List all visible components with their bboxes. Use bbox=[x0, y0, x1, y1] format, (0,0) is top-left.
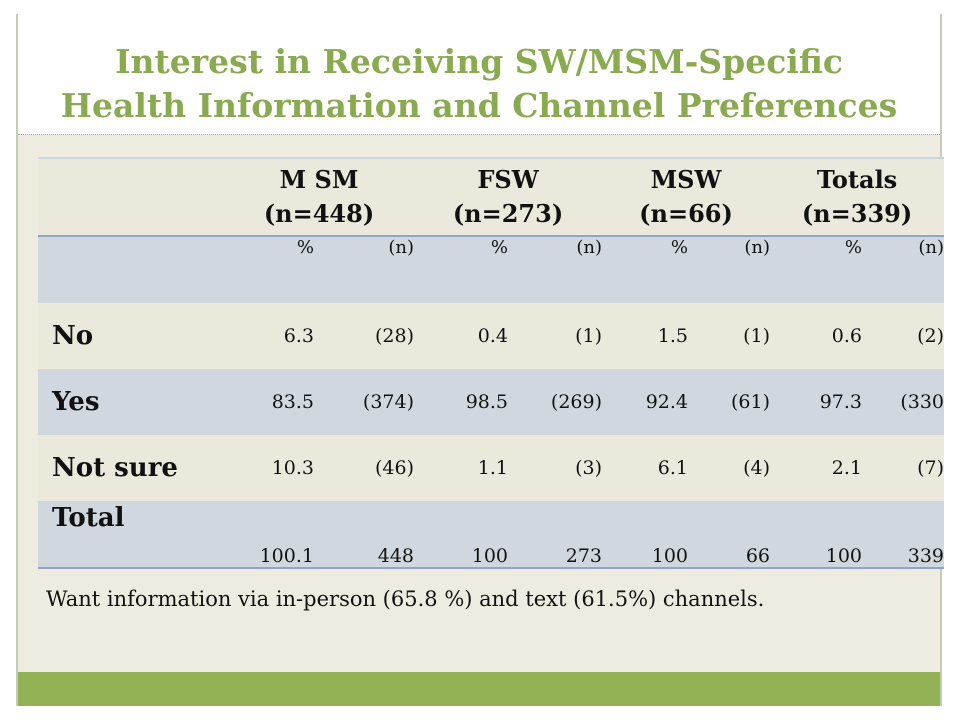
table-cell: (4) bbox=[688, 435, 771, 501]
table-cell: 6.3 bbox=[224, 303, 314, 369]
header-label: Totals bbox=[816, 165, 898, 194]
table-cell: (1) bbox=[688, 303, 771, 369]
table-cell: 100.1 bbox=[224, 501, 314, 569]
table-cell: 6.1 bbox=[602, 435, 688, 501]
table-row-yes: Yes 83.5 (374) 98.5 (269) 92.4 (61) 97.3… bbox=[38, 369, 945, 435]
table-cell: 92.4 bbox=[602, 369, 688, 435]
header-msw: MSW (n=66) bbox=[602, 157, 771, 236]
table-header-row: M SM (n=448) FSW (n=273) MSW (n=66) Tota… bbox=[38, 157, 945, 236]
table-cell: 1.5 bbox=[602, 303, 688, 369]
slide-title: Interest in Receiving SW/MSM-Specific He… bbox=[18, 40, 940, 128]
header-label: MSW bbox=[650, 165, 722, 194]
slide: Interest in Receiving SW/MSM-Specific He… bbox=[16, 14, 945, 706]
table-cell: 100 bbox=[770, 501, 863, 569]
table-cell: (374) bbox=[314, 369, 414, 435]
channel-preference-note: Want information via in-person (65.8 %) … bbox=[46, 587, 765, 611]
table-cell: 448 bbox=[314, 501, 414, 569]
table-cell: (1) bbox=[508, 303, 602, 369]
table-cell: 0.6 bbox=[770, 303, 863, 369]
results-table: M SM (n=448) FSW (n=273) MSW (n=66) Tota… bbox=[38, 157, 945, 569]
header-label: M SM bbox=[279, 165, 359, 194]
table-cell: (269) bbox=[508, 369, 602, 435]
table-cell: 83.5 bbox=[224, 369, 314, 435]
row-label: Yes bbox=[38, 369, 224, 435]
table-cell: 273 bbox=[508, 501, 602, 569]
table-row-not-sure: Not sure 10.3 (46) 1.1 (3) 6.1 (4) 2.1 (… bbox=[38, 435, 945, 501]
table-cell: 10.3 bbox=[224, 435, 314, 501]
table-cell: (46) bbox=[314, 435, 414, 501]
unit-pct: % bbox=[602, 235, 688, 303]
footer-bar bbox=[18, 672, 940, 706]
row-label: No bbox=[38, 303, 224, 369]
unit-pct: % bbox=[770, 235, 863, 303]
header-empty-cell bbox=[38, 157, 224, 236]
table-cell: 1.1 bbox=[414, 435, 508, 501]
unit-count: (n) bbox=[862, 235, 945, 303]
table-cell: 98.5 bbox=[414, 369, 508, 435]
table-cell: 66 bbox=[688, 501, 771, 569]
header-n: (n=273) bbox=[452, 199, 564, 228]
table-cell: 2.1 bbox=[770, 435, 863, 501]
header-msm: M SM (n=448) bbox=[224, 157, 414, 236]
header-totals: Totals (n=339) bbox=[770, 157, 945, 236]
row-label: Not sure bbox=[38, 435, 224, 501]
title-line-2: Health Information and Channel Preferenc… bbox=[60, 86, 898, 125]
table-cell: (3) bbox=[508, 435, 602, 501]
table-row-no: No 6.3 (28) 0.4 (1) 1.5 (1) 0.6 (2) bbox=[38, 303, 945, 369]
table-cell: 97.3 bbox=[770, 369, 863, 435]
header-label: FSW bbox=[477, 165, 539, 194]
header-n: (n=66) bbox=[639, 199, 733, 228]
table-cell: 0.4 bbox=[414, 303, 508, 369]
unit-count: (n) bbox=[688, 235, 771, 303]
unit-pct: % bbox=[414, 235, 508, 303]
table-cell: 100 bbox=[414, 501, 508, 569]
header-fsw: FSW (n=273) bbox=[414, 157, 602, 236]
unit-pct: % bbox=[224, 235, 314, 303]
table-cell: (28) bbox=[314, 303, 414, 369]
unit-count: (n) bbox=[314, 235, 414, 303]
table-cell: 339 bbox=[862, 501, 945, 569]
table-cell: (61) bbox=[688, 369, 771, 435]
table-cell: (7) bbox=[862, 435, 945, 501]
table-row-total: Total 100.1 448 100 273 100 66 100 339 bbox=[38, 501, 945, 569]
units-row: % (n) % (n) % (n) % (n) bbox=[38, 235, 945, 303]
title-area: Interest in Receiving SW/MSM-Specific He… bbox=[18, 14, 940, 135]
row-label: Total bbox=[38, 501, 224, 569]
title-line-1: Interest in Receiving SW/MSM-Specific bbox=[115, 42, 843, 81]
unit-count: (n) bbox=[508, 235, 602, 303]
table-cell: (330 bbox=[862, 369, 945, 435]
table-cell: 100 bbox=[602, 501, 688, 569]
header-n: (n=339) bbox=[801, 199, 913, 228]
units-empty-cell bbox=[38, 235, 224, 303]
table-cell: (2) bbox=[862, 303, 945, 369]
header-n: (n=448) bbox=[263, 199, 375, 228]
